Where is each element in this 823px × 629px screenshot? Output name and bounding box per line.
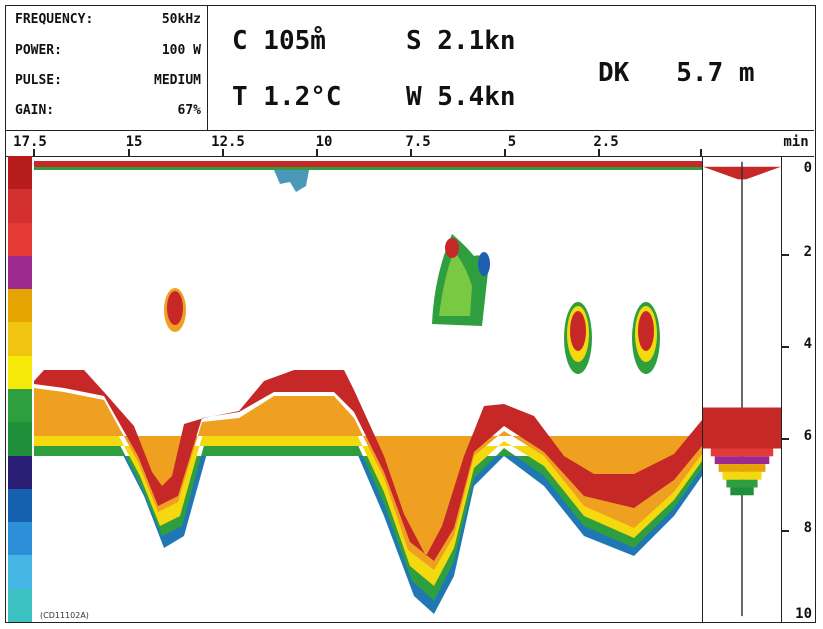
surface-echo <box>34 161 702 167</box>
color-scale-segment <box>8 355 32 389</box>
depth-label: 2 <box>803 244 812 260</box>
echogram <box>34 161 702 614</box>
setting-value: 50kHz <box>161 12 201 27</box>
depth-label: 4 <box>803 336 812 352</box>
a-scope-band <box>730 487 754 496</box>
depth-tick <box>782 254 789 256</box>
time-scale: 17.5 15 12.5 10 7.5 5 2.5 min <box>6 130 814 157</box>
time-label: 7.5 <box>405 134 431 150</box>
bottom-fringe-orange <box>34 388 702 570</box>
depth-tick <box>782 530 789 532</box>
surface-noise <box>274 170 309 192</box>
time-tick <box>410 149 412 156</box>
color-scale-segment <box>8 588 32 622</box>
bottom-fringe-yellow <box>34 396 702 586</box>
time-label: 2.5 <box>593 134 619 150</box>
color-scale-segment <box>8 156 32 190</box>
color-scale-segment <box>8 555 32 589</box>
fish-school <box>432 234 490 326</box>
color-scale-bar <box>8 156 32 622</box>
fish-school <box>564 302 592 374</box>
a-scope-band <box>722 471 762 480</box>
time-tick <box>700 149 702 156</box>
fish-school <box>632 302 660 374</box>
a-scope-band <box>718 464 766 472</box>
color-scale-segment <box>8 222 32 256</box>
time-tick <box>128 149 130 156</box>
setting-label: GAIN: <box>15 103 55 118</box>
color-scale-segment <box>8 388 32 423</box>
time-label: 5 <box>507 134 517 150</box>
figure-code: (CD11102A) <box>40 611 89 620</box>
time-label: 10 <box>315 134 333 150</box>
depth-below-keel-readout: DK 5.7 m <box>598 58 755 88</box>
depth-label: 10 <box>795 606 812 622</box>
color-scale-segment <box>8 289 32 323</box>
setting-label: POWER: <box>15 43 62 58</box>
surface-echo-fringe <box>34 167 702 170</box>
color-scale-segment <box>8 255 32 290</box>
depth-scale: 0 2 4 6 8 10 <box>782 156 816 622</box>
time-label: 17.5 <box>13 134 47 150</box>
time-tick <box>598 149 600 156</box>
color-scale-segment <box>8 522 32 556</box>
depth-label: 8 <box>803 520 812 536</box>
color-scale-segment <box>8 422 32 456</box>
setting-value: MEDIUM <box>154 73 201 88</box>
time-tick <box>316 149 318 156</box>
depth-tick <box>782 346 789 348</box>
temperature-readout: T 1.2°C <box>232 82 342 112</box>
color-scale-segment <box>8 455 32 489</box>
time-label: 15 <box>125 134 143 150</box>
time-unit-label: min <box>783 134 809 150</box>
time-tick <box>504 149 506 156</box>
a-scope-band <box>710 448 774 457</box>
wind-readout: W 5.4kn <box>406 82 516 112</box>
depth-label: 0 <box>803 160 812 176</box>
header-panel: FREQUENCY: 50kHz POWER: 100 W PULSE: MED… <box>6 6 814 131</box>
color-scale-segment <box>8 189 32 223</box>
color-scale-segment <box>8 322 32 356</box>
setting-value: 100 W <box>161 43 201 58</box>
setting-label: PULSE: <box>15 73 62 88</box>
a-scope-panel <box>702 156 782 622</box>
setting-value: 67% <box>177 103 201 118</box>
course-readout: C 105m̊ <box>232 26 326 56</box>
time-label: 12.5 <box>211 134 245 150</box>
fish-school <box>164 288 186 332</box>
setting-label: FREQUENCY: <box>15 12 94 27</box>
a-scope-band <box>714 456 770 465</box>
time-tick <box>33 149 35 156</box>
echosounder-display: FREQUENCY: 50kHz POWER: 100 W PULSE: MED… <box>5 5 816 623</box>
color-scale-segment <box>8 488 32 523</box>
depth-label: 6 <box>803 428 812 444</box>
a-scope-band <box>726 479 758 488</box>
time-tick <box>222 149 224 156</box>
depth-tick <box>782 438 789 440</box>
bottom-echo <box>34 370 702 561</box>
a-scope-bottom-echo <box>703 407 781 449</box>
settings-panel: FREQUENCY: 50kHz POWER: 100 W PULSE: MED… <box>6 6 208 130</box>
speed-readout: S 2.1kn <box>406 26 516 56</box>
